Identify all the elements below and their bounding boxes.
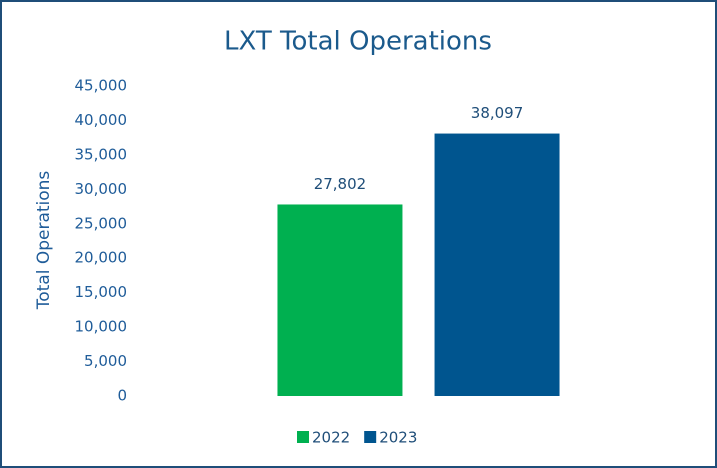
legend-swatch <box>364 431 377 443</box>
y-axis-title: Total Operations <box>34 171 54 311</box>
data-label: 27,802 <box>314 175 367 193</box>
data-label: 38,097 <box>471 104 524 122</box>
y-tick-label: 25,000 <box>75 214 128 232</box>
y-tick-label: 20,000 <box>75 249 128 267</box>
bar <box>434 133 560 396</box>
y-tick-label: 0 <box>117 387 127 405</box>
legend-label: 2023 <box>379 429 417 447</box>
legend-label: 2022 <box>312 429 350 447</box>
chart-title: LXT Total Operations <box>224 27 492 57</box>
y-tick-label: 10,000 <box>75 318 128 336</box>
y-tick-label: 45,000 <box>75 77 128 95</box>
y-tick-label: 35,000 <box>75 145 128 163</box>
y-tick-label: 15,000 <box>75 283 128 301</box>
y-tick-label: 5,000 <box>84 352 127 370</box>
y-tick-label: 30,000 <box>75 180 128 198</box>
legend-swatch <box>297 431 309 443</box>
bar <box>277 204 403 396</box>
y-tick-label: 40,000 <box>75 111 128 129</box>
